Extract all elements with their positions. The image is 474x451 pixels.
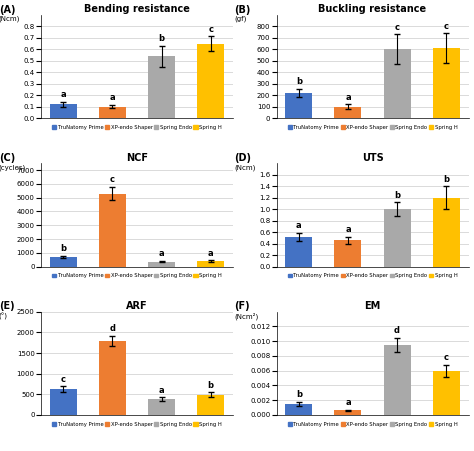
Text: (°): (°) — [0, 313, 8, 320]
Text: c: c — [444, 353, 449, 362]
Text: a: a — [345, 225, 351, 234]
Title: Bending resistance: Bending resistance — [84, 4, 190, 14]
Text: c: c — [208, 24, 213, 33]
Text: (gf): (gf) — [234, 16, 246, 23]
Bar — [99, 341, 126, 415]
Text: (E): (E) — [0, 301, 14, 312]
Bar — [99, 193, 126, 267]
Bar — [50, 389, 77, 415]
Bar — [285, 404, 312, 415]
Text: a: a — [159, 249, 164, 258]
Text: b: b — [296, 77, 302, 86]
Bar — [148, 262, 175, 267]
Text: b: b — [208, 381, 214, 390]
Bar — [50, 257, 77, 267]
Bar — [383, 209, 410, 267]
Legend: TruNatomy Prime, XP-endo Shaper, Spring Endo, Spring H: TruNatomy Prime, XP-endo Shaper, Spring … — [288, 273, 457, 278]
Title: NCF: NCF — [126, 152, 148, 162]
Text: (D): (D) — [234, 153, 251, 163]
Bar — [335, 240, 362, 267]
Legend: TruNatomy Prime, XP-endo Shaper, Spring Endo, Spring H: TruNatomy Prime, XP-endo Shaper, Spring … — [288, 422, 457, 427]
Text: (Ncm): (Ncm) — [234, 164, 255, 171]
Text: (cycles): (cycles) — [0, 164, 26, 171]
Text: a: a — [345, 93, 351, 102]
Text: (A): (A) — [0, 5, 15, 14]
Text: a: a — [296, 221, 301, 230]
Text: b: b — [443, 175, 449, 184]
Bar — [197, 395, 224, 415]
Bar — [433, 198, 460, 267]
Legend: TruNatomy Prime, XP-endo Shaper, Spring Endo, Spring H: TruNatomy Prime, XP-endo Shaper, Spring … — [52, 422, 222, 427]
Title: Buckling resistance: Buckling resistance — [319, 4, 427, 14]
Bar — [285, 93, 312, 118]
Title: UTS: UTS — [362, 152, 383, 162]
Text: a: a — [60, 91, 66, 100]
Bar — [197, 44, 224, 118]
Legend: TruNatomy Prime, XP-endo Shaper, Spring Endo, Spring H: TruNatomy Prime, XP-endo Shaper, Spring … — [52, 273, 222, 278]
Text: a: a — [345, 398, 351, 407]
Bar — [433, 371, 460, 415]
Bar — [335, 410, 362, 415]
Text: d: d — [109, 324, 115, 333]
Text: c: c — [395, 23, 400, 32]
Text: a: a — [109, 93, 115, 102]
Text: c: c — [444, 22, 449, 31]
Text: b: b — [394, 191, 400, 200]
Text: (Ncm): (Ncm) — [0, 16, 20, 23]
Text: b: b — [296, 390, 302, 399]
Text: d: d — [394, 326, 400, 335]
Bar — [99, 106, 126, 118]
Text: a: a — [208, 249, 213, 258]
Title: ARF: ARF — [126, 301, 148, 311]
Text: b: b — [158, 34, 164, 43]
Bar — [148, 399, 175, 415]
Text: (Ncm²): (Ncm²) — [234, 313, 258, 320]
Bar — [50, 104, 77, 118]
Text: c: c — [61, 375, 66, 384]
Text: (B): (B) — [234, 5, 251, 14]
Bar — [335, 106, 362, 118]
Text: c: c — [110, 175, 115, 184]
Text: (F): (F) — [234, 301, 250, 312]
Text: (C): (C) — [0, 153, 15, 163]
Bar — [197, 261, 224, 267]
Legend: TruNatomy Prime, XP-endo Shaper, Spring Endo, Spring H: TruNatomy Prime, XP-endo Shaper, Spring … — [288, 125, 457, 130]
Bar — [148, 56, 175, 118]
Bar — [383, 49, 410, 118]
Bar — [285, 237, 312, 267]
Title: EM: EM — [365, 301, 381, 311]
Bar — [433, 48, 460, 118]
Bar — [383, 345, 410, 415]
Text: b: b — [60, 244, 66, 253]
Text: a: a — [159, 386, 164, 395]
Legend: TruNatomy Prime, XP-endo Shaper, Spring Endo, Spring H: TruNatomy Prime, XP-endo Shaper, Spring … — [52, 125, 222, 130]
